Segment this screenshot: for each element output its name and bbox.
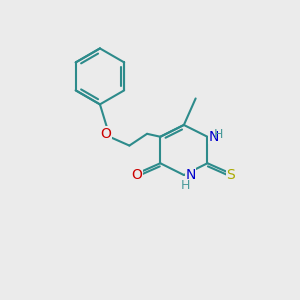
Text: O: O bbox=[100, 127, 111, 141]
Text: H: H bbox=[214, 128, 223, 141]
Text: N: N bbox=[209, 130, 219, 144]
Text: O: O bbox=[131, 168, 142, 182]
Text: N: N bbox=[185, 168, 196, 182]
Text: H: H bbox=[181, 179, 190, 192]
Text: S: S bbox=[226, 168, 235, 182]
